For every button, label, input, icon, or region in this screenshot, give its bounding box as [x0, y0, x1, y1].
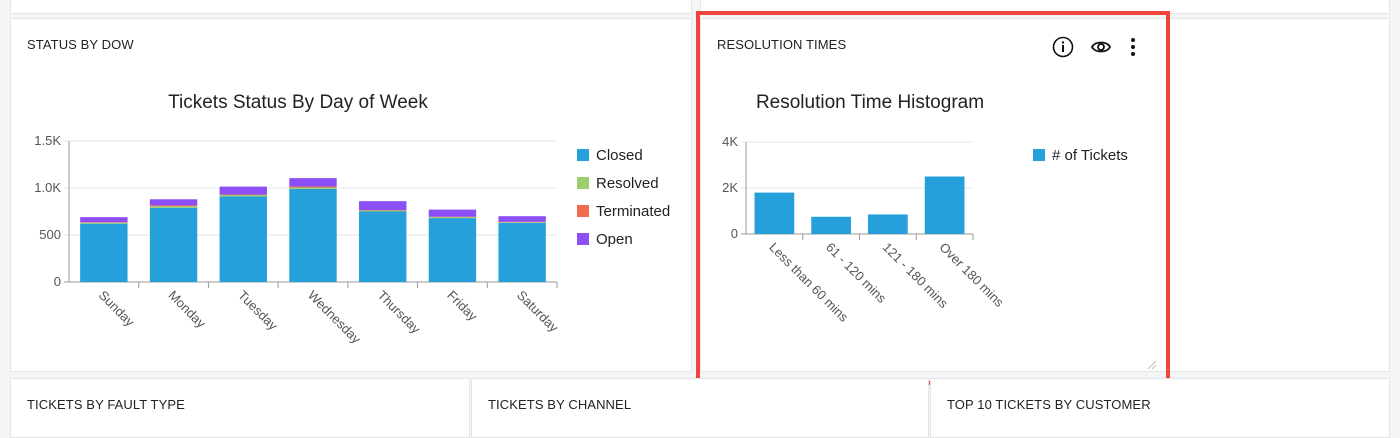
x-tick-label: Thursday — [375, 288, 424, 337]
y-tick-label: 0 — [731, 226, 738, 241]
bar-segment — [80, 223, 127, 224]
y-tick-label: 2K — [722, 180, 738, 195]
bar-segment — [811, 217, 851, 234]
resize-handle-icon[interactable] — [1147, 357, 1157, 367]
y-tick-label: 0 — [54, 274, 61, 289]
chart-title: Resolution Time Histogram — [756, 92, 984, 113]
bar-segment — [925, 177, 965, 235]
bar-segment — [150, 206, 197, 207]
legend-swatch — [1033, 149, 1045, 161]
x-tick-label: Saturday — [514, 288, 562, 336]
tickets-status-chart: Tickets Status By Day of Week 0 500 1.0K 1.5… — [11, 19, 693, 373]
bar-segment — [429, 210, 476, 217]
bar-segment — [220, 196, 267, 282]
bar-segment — [359, 211, 406, 212]
top10-tickets-by-customer-panel: TOP 10 TICKETS BY CUSTOMER — [930, 378, 1390, 438]
bar-segment — [150, 199, 197, 205]
x-tick-label: Monday — [165, 288, 209, 332]
bar-segment — [429, 218, 476, 282]
legend-swatch — [577, 149, 589, 161]
legend-label: Open — [596, 231, 633, 248]
panel-title: TICKETS BY CHANNEL — [488, 397, 631, 412]
y-tick-label: 500 — [39, 227, 61, 242]
x-tick-label: Tuesday — [235, 288, 281, 334]
y-tick-label: 1.5K — [34, 133, 61, 148]
top-strip-panel-right — [700, 0, 1390, 14]
bar-segment — [150, 205, 197, 206]
legend-label: Closed — [596, 147, 643, 164]
bar-segment — [868, 214, 908, 234]
bar-segment — [429, 217, 476, 218]
panel-title: TOP 10 TICKETS BY CUSTOMER — [947, 397, 1151, 412]
bar-segment — [220, 195, 267, 196]
bar-segment — [498, 223, 545, 282]
legend-swatch — [577, 205, 589, 217]
legend-label: Terminated — [596, 203, 670, 220]
legend-swatch — [577, 177, 589, 189]
tickets-by-fault-type-panel: TICKETS BY FAULT TYPE — [10, 378, 470, 438]
bar-segment — [289, 178, 336, 186]
resolution-times-panel: RESOLUTION TIMES Resolution Time Histogr… — [700, 18, 1390, 372]
bar-segment — [755, 193, 795, 234]
tickets-by-channel-panel: TICKETS BY CHANNEL — [471, 378, 929, 438]
legend-swatch — [577, 233, 589, 245]
y-tick-label: 4K — [722, 134, 738, 149]
legend-label: # of Tickets — [1052, 147, 1128, 164]
bar-segment — [80, 224, 127, 282]
bar-segment — [359, 201, 406, 210]
bar-segment — [220, 187, 267, 195]
bar-segment — [289, 187, 336, 188]
x-tick-label: Sunday — [96, 288, 138, 330]
chart-title: Tickets Status By Day of Week — [168, 92, 428, 113]
legend-label: Resolved — [596, 175, 659, 192]
x-tick-label: Friday — [444, 288, 480, 324]
panel-title: TICKETS BY FAULT TYPE — [27, 397, 185, 412]
top-strip-panel-left — [10, 0, 692, 14]
y-tick-label: 1.0K — [34, 180, 61, 195]
bar-segment — [80, 217, 127, 222]
bar-segment — [498, 216, 545, 222]
bar-segment — [289, 189, 336, 282]
x-tick-label: Wednesday — [305, 288, 364, 347]
bar-segment — [359, 212, 406, 283]
bar-segment — [289, 188, 336, 189]
bar-segment — [150, 208, 197, 282]
status-by-dow-panel: STATUS BY DOW Tickets Status By Day of W… — [10, 18, 692, 372]
